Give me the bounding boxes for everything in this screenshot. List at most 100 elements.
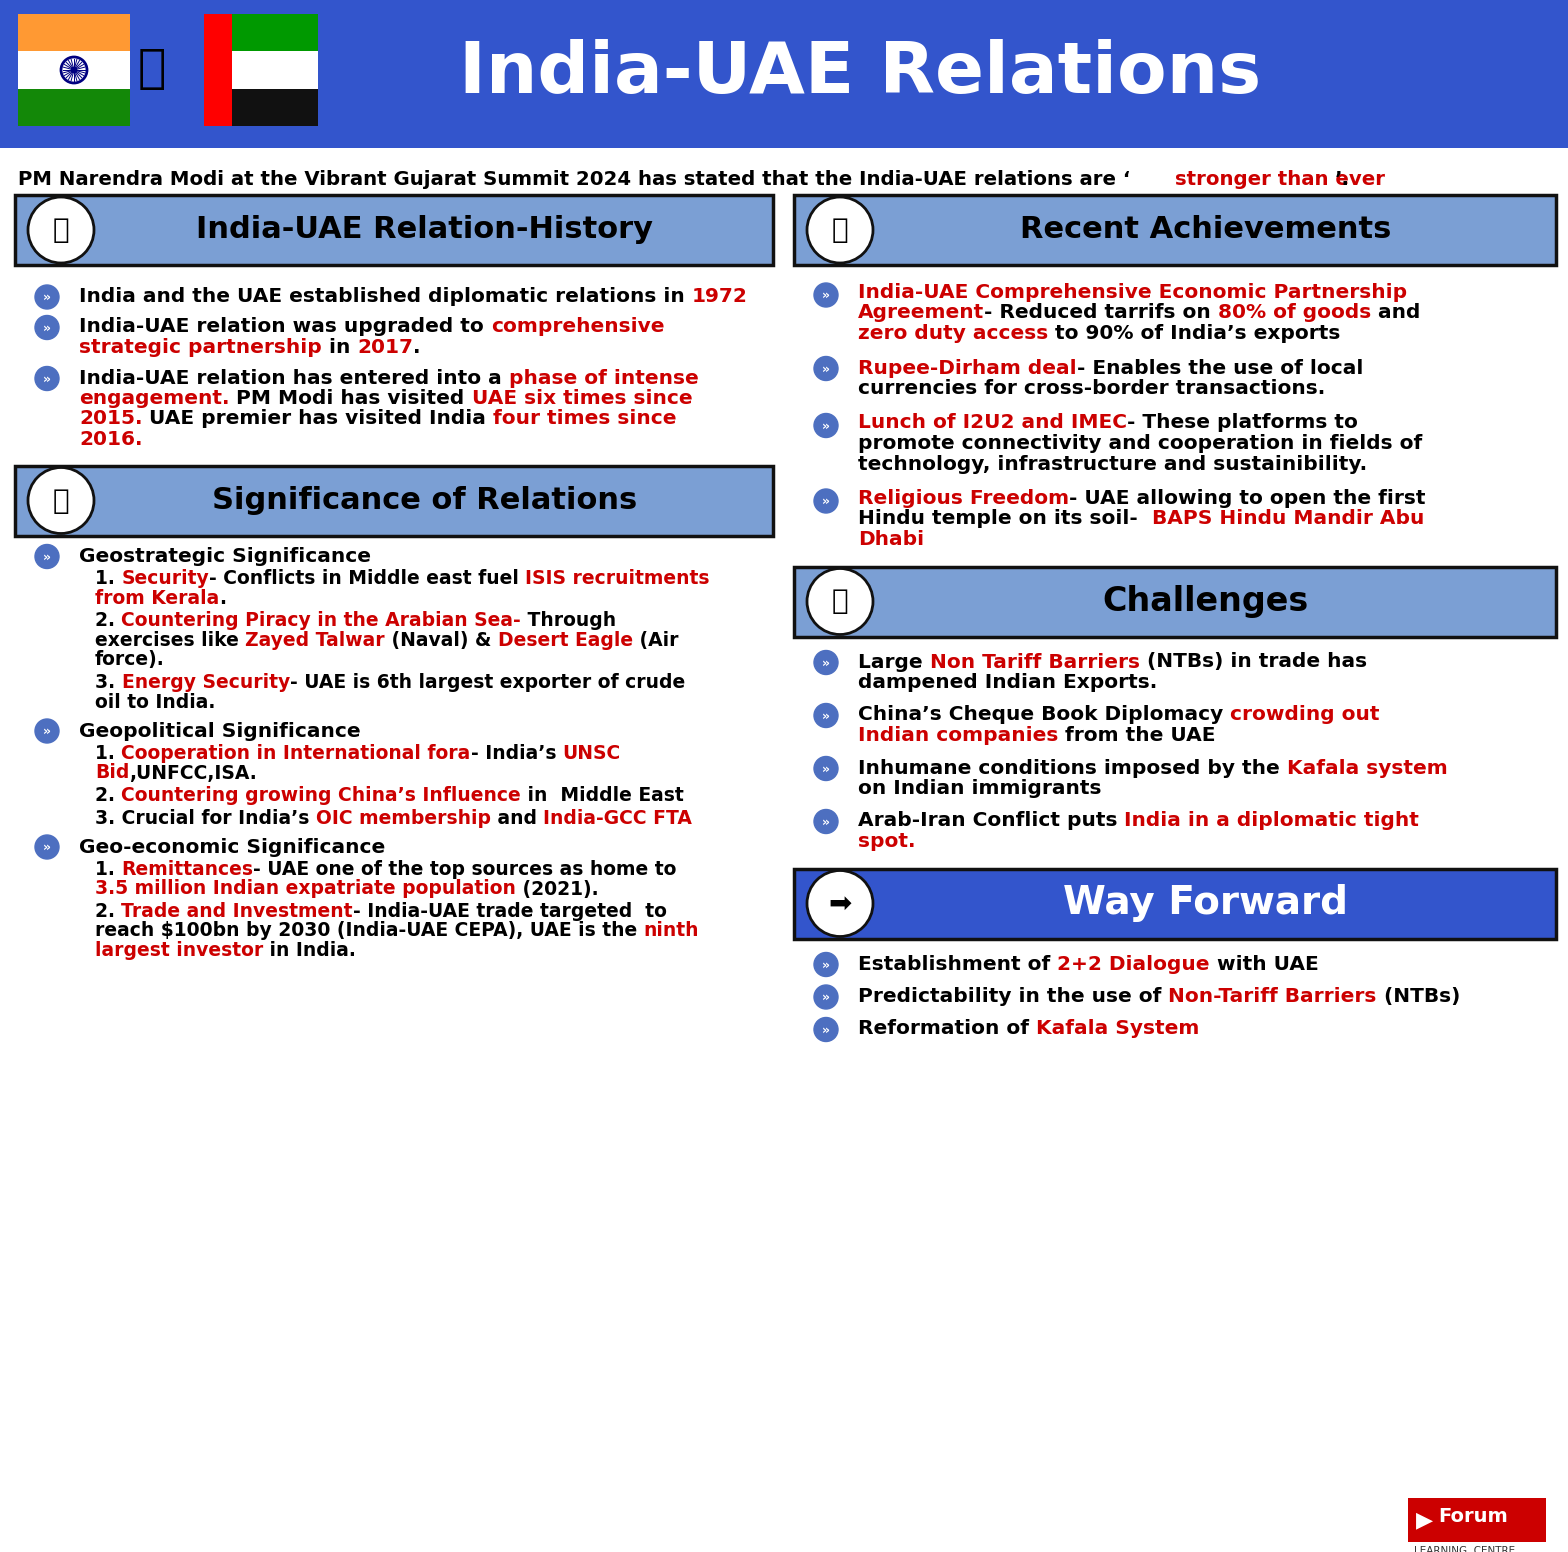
Text: promote connectivity and cooperation in fields of: promote connectivity and cooperation in … xyxy=(858,435,1422,453)
Text: - Reduced tarrifs on: - Reduced tarrifs on xyxy=(985,304,1218,323)
Text: - Enables the use of local: - Enables the use of local xyxy=(1077,359,1363,377)
Text: 🏆: 🏆 xyxy=(831,216,848,244)
Text: Religious Freedom: Religious Freedom xyxy=(858,489,1069,508)
Text: Non-Tariff Barriers: Non-Tariff Barriers xyxy=(1168,987,1377,1006)
Text: Challenges: Challenges xyxy=(1102,585,1309,618)
Text: »: » xyxy=(822,992,829,1004)
Text: Non Tariff Barriers: Non Tariff Barriers xyxy=(930,652,1140,672)
Text: »: » xyxy=(42,372,52,385)
Text: 1972: 1972 xyxy=(691,287,748,306)
Text: »: » xyxy=(42,841,52,854)
FancyBboxPatch shape xyxy=(16,196,773,265)
Text: »: » xyxy=(822,363,829,376)
Text: Kafala System: Kafala System xyxy=(1036,1020,1200,1038)
Text: (NTBs) in trade has: (NTBs) in trade has xyxy=(1140,652,1367,672)
Text: Kafala system: Kafala system xyxy=(1287,759,1447,778)
Text: LEARNING  CENTRE: LEARNING CENTRE xyxy=(1414,1546,1515,1552)
Text: »: » xyxy=(822,656,829,669)
Circle shape xyxy=(814,1018,837,1041)
Text: PM Narendra Modi at the Vibrant Gujarat Summit 2024 has stated that the India-UA: PM Narendra Modi at the Vibrant Gujarat … xyxy=(17,171,1131,189)
Text: India-UAE Relations: India-UAE Relations xyxy=(459,39,1261,109)
FancyBboxPatch shape xyxy=(17,14,130,51)
Text: PM Modi has visited: PM Modi has visited xyxy=(229,390,472,408)
Text: »: » xyxy=(822,762,829,776)
Text: Forum: Forum xyxy=(1438,1507,1508,1527)
Text: Desert Eagle: Desert Eagle xyxy=(499,632,633,650)
Circle shape xyxy=(814,703,837,728)
Text: Way Forward: Way Forward xyxy=(1063,885,1348,922)
Text: engagement.: engagement. xyxy=(78,390,229,408)
Circle shape xyxy=(28,467,94,534)
Text: stronger than ever: stronger than ever xyxy=(1174,171,1385,189)
Circle shape xyxy=(34,835,60,858)
Text: oil to India.: oil to India. xyxy=(96,692,215,711)
Text: Large: Large xyxy=(858,652,930,672)
Circle shape xyxy=(34,286,60,309)
Text: and: and xyxy=(491,809,544,827)
Text: spot.: spot. xyxy=(858,832,916,850)
Text: exercises like: exercises like xyxy=(96,632,245,650)
Text: ninth: ninth xyxy=(644,922,699,941)
Text: »: » xyxy=(822,1023,829,1037)
Circle shape xyxy=(814,282,837,307)
Text: - UAE allowing to open the first: - UAE allowing to open the first xyxy=(1069,489,1425,508)
Circle shape xyxy=(814,650,837,675)
Text: India-UAE Comprehensive Economic Partnership: India-UAE Comprehensive Economic Partner… xyxy=(858,282,1406,303)
Text: Remittances: Remittances xyxy=(121,860,254,878)
Text: Lunch of I2U2 and IMEC: Lunch of I2U2 and IMEC xyxy=(858,413,1127,433)
FancyBboxPatch shape xyxy=(204,14,232,126)
Text: 2+2 Dialogue: 2+2 Dialogue xyxy=(1057,954,1210,973)
Text: 🏛: 🏛 xyxy=(53,216,69,244)
Text: currencies for cross-border transactions.: currencies for cross-border transactions… xyxy=(858,379,1325,397)
Text: largest investor: largest investor xyxy=(96,941,263,961)
FancyBboxPatch shape xyxy=(17,51,130,88)
Text: India-UAE relation was upgraded to: India-UAE relation was upgraded to xyxy=(78,318,491,337)
Text: Agreement: Agreement xyxy=(858,304,985,323)
Text: Geo-economic Significance: Geo-economic Significance xyxy=(78,838,386,857)
Text: Inhumane conditions imposed by the: Inhumane conditions imposed by the xyxy=(858,759,1287,778)
Text: Recent Achievements: Recent Achievements xyxy=(1019,216,1391,245)
Circle shape xyxy=(808,197,873,262)
Text: - Conflicts in Middle east fuel: - Conflicts in Middle east fuel xyxy=(209,570,525,588)
Text: »: » xyxy=(822,495,829,508)
Text: Establishment of: Establishment of xyxy=(858,954,1057,973)
Text: »: » xyxy=(42,292,52,304)
Text: OIC membership: OIC membership xyxy=(315,809,491,827)
Text: ISIS recruitments: ISIS recruitments xyxy=(525,570,710,588)
FancyBboxPatch shape xyxy=(793,196,1555,265)
Text: in India.: in India. xyxy=(263,941,356,961)
Circle shape xyxy=(808,568,873,635)
Circle shape xyxy=(808,871,873,936)
Circle shape xyxy=(34,545,60,568)
Text: Arab-Iran Conflict puts: Arab-Iran Conflict puts xyxy=(858,812,1124,830)
Text: - These platforms to: - These platforms to xyxy=(1127,413,1358,433)
Text: Predictability in the use of: Predictability in the use of xyxy=(858,987,1168,1006)
Text: strategic partnership: strategic partnership xyxy=(78,338,321,357)
FancyBboxPatch shape xyxy=(0,0,1568,147)
FancyBboxPatch shape xyxy=(232,88,318,126)
Circle shape xyxy=(72,67,77,73)
Text: comprehensive: comprehensive xyxy=(491,318,665,337)
Text: Countering growing China’s Influence: Countering growing China’s Influence xyxy=(121,785,521,805)
Text: in: in xyxy=(321,338,358,357)
Text: in  Middle East: in Middle East xyxy=(521,785,684,805)
Text: .: . xyxy=(220,590,226,608)
Text: BAPS Hindu Mandir Abu: BAPS Hindu Mandir Abu xyxy=(1152,509,1424,529)
Text: (Naval) &: (Naval) & xyxy=(386,632,499,650)
Text: with UAE: with UAE xyxy=(1210,954,1319,973)
Text: from the UAE: from the UAE xyxy=(1058,726,1215,745)
Text: ’.: ’. xyxy=(1334,171,1350,189)
Circle shape xyxy=(28,197,94,262)
Text: phase of intense: phase of intense xyxy=(508,368,698,388)
Circle shape xyxy=(814,986,837,1009)
Text: 80% of goods: 80% of goods xyxy=(1218,304,1372,323)
FancyBboxPatch shape xyxy=(232,51,318,88)
Text: 2015.: 2015. xyxy=(78,410,143,428)
Circle shape xyxy=(814,810,837,833)
Text: zero duty access: zero duty access xyxy=(858,324,1049,343)
Text: India-UAE Relation-History: India-UAE Relation-History xyxy=(196,216,652,245)
Text: India in a diplomatic tight: India in a diplomatic tight xyxy=(1124,812,1419,830)
Text: ,UNFCC,ISA.: ,UNFCC,ISA. xyxy=(130,764,257,782)
Text: (2021).: (2021). xyxy=(516,880,599,899)
Text: and: and xyxy=(1372,304,1421,323)
